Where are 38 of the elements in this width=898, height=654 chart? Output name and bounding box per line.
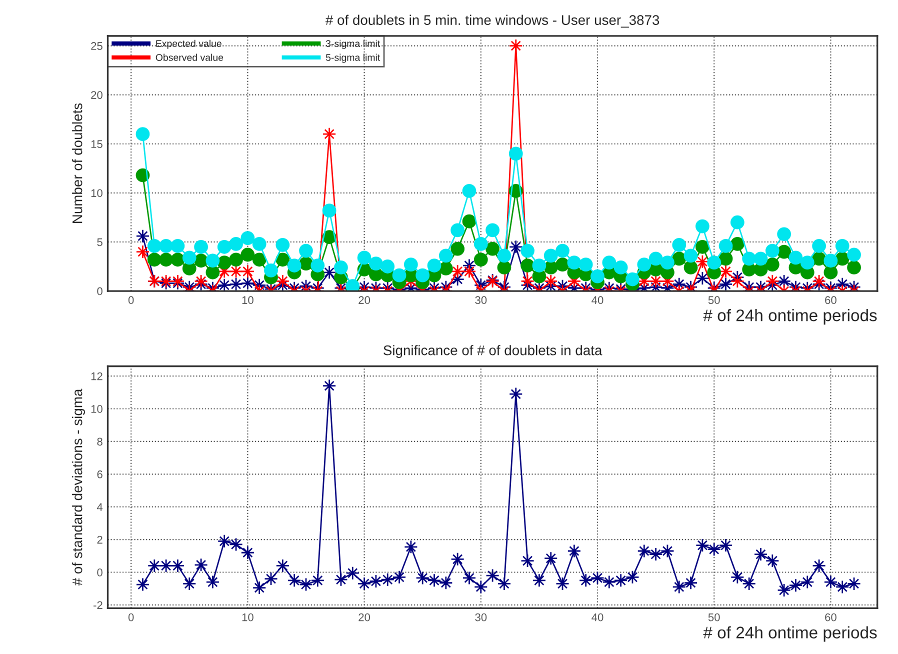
x-tick-label: 20 xyxy=(358,613,370,622)
y-tick-label: 25 xyxy=(91,42,102,50)
legend-label: Expected value xyxy=(156,40,222,49)
legend-label: 3-sigma limit xyxy=(326,40,380,49)
y-tick-label: 6 xyxy=(97,470,102,478)
y-tick-label: 10 xyxy=(91,405,102,413)
y-tick-label: 0 xyxy=(97,568,102,576)
x-axis-title: # of 24h ontime periods xyxy=(703,309,877,325)
y-tick-label: -2 xyxy=(94,601,102,609)
x-tick-label: 0 xyxy=(128,613,134,622)
chart-title: Significance of # of doublets in data xyxy=(384,345,602,358)
y-tick-label: 0 xyxy=(97,287,102,296)
y-tick-label: 15 xyxy=(91,140,102,148)
x-axis-title: # of 24h ontime periods xyxy=(703,626,877,642)
x-tick-label: 40 xyxy=(592,613,604,622)
x-tick-label: 60 xyxy=(825,296,836,304)
legend-label: Observed value xyxy=(156,54,224,61)
y-axis-title: Number of doublets xyxy=(72,103,82,223)
x-tick-label: 10 xyxy=(242,613,254,622)
y-tick-label: 8 xyxy=(97,438,102,446)
chart-title: # of doublets in 5 min. time windows - User user_3873 xyxy=(325,14,660,28)
y-tick-label: 10 xyxy=(91,189,102,198)
x-tick-label: 30 xyxy=(475,296,487,304)
x-tick-label: 50 xyxy=(708,296,720,304)
y-tick-label: 12 xyxy=(91,372,102,380)
x-tick-label: 60 xyxy=(825,613,836,622)
x-tick-label: 30 xyxy=(475,613,487,622)
x-tick-label: 40 xyxy=(592,296,604,304)
x-tick-label: 20 xyxy=(358,296,370,304)
x-tick-label: 0 xyxy=(128,296,134,304)
y-tick-label: 20 xyxy=(91,91,102,99)
y-tick-label: 5 xyxy=(97,238,102,246)
y-tick-label: 4 xyxy=(96,503,103,511)
x-tick-label: 10 xyxy=(242,296,254,304)
legend-label: 5-sigma limit xyxy=(326,54,380,63)
x-tick-label: 50 xyxy=(708,613,720,622)
y-tick-label: 2 xyxy=(97,536,102,544)
y-axis-title: # of standard deviations - sigma xyxy=(72,388,85,586)
